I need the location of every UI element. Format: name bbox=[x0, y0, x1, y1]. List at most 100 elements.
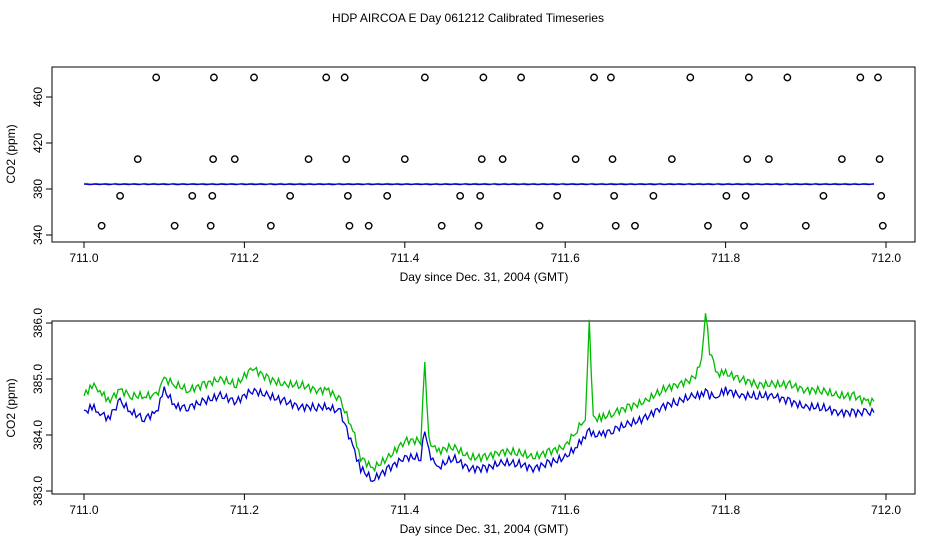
scatter-point bbox=[152, 73, 161, 82]
top-plot-frame bbox=[51, 66, 916, 243]
scatter-point bbox=[343, 191, 352, 200]
y-tick-label: 384.0 bbox=[31, 420, 45, 450]
top-series-line-green bbox=[83, 182, 875, 185]
y-tick-label: 383.0 bbox=[31, 476, 45, 506]
scatter-point bbox=[230, 155, 239, 164]
scatter-point bbox=[704, 221, 712, 230]
top-y-axis: 340 380 420 460 bbox=[31, 87, 53, 245]
scatter-point bbox=[740, 221, 748, 230]
scatter-point bbox=[722, 191, 731, 200]
top-panel: 711.0 711.2 711.4 711.6 711.8 712.0 340 380 420… bbox=[4, 66, 916, 284]
scatter-point bbox=[498, 155, 507, 164]
bottom-y-axis: 383.0 384.0 385.0 386.0 bbox=[31, 308, 53, 506]
scatter-point bbox=[342, 155, 351, 164]
scatter-point bbox=[206, 221, 215, 230]
scatter-point bbox=[667, 155, 676, 164]
scatter-point bbox=[400, 155, 409, 164]
scatter-point bbox=[364, 221, 373, 230]
x-tick-label: 712.0 bbox=[871, 503, 901, 517]
top-y-axis-label: CO2 (ppm) bbox=[4, 124, 18, 183]
scatter-point bbox=[741, 191, 750, 200]
bottom-x-axis-label: Day since Dec. 31, 2004 (GMT) bbox=[400, 522, 569, 536]
scatter-point bbox=[553, 191, 562, 200]
scatter-point bbox=[208, 191, 217, 200]
scatter-point bbox=[765, 155, 773, 164]
scatter-point bbox=[210, 73, 218, 82]
scatter-point bbox=[607, 73, 615, 82]
scatter-point bbox=[340, 73, 349, 82]
x-tick-label: 711.4 bbox=[390, 503, 419, 517]
scatter-point bbox=[631, 221, 639, 230]
x-tick-label: 711.4 bbox=[390, 251, 419, 265]
scatter-point bbox=[420, 73, 429, 82]
bottom-series-lines bbox=[83, 313, 875, 482]
x-tick-label: 711.0 bbox=[69, 251, 98, 265]
scatter-point bbox=[783, 73, 792, 82]
top-scatter-points bbox=[97, 73, 887, 230]
scatter-point bbox=[610, 191, 619, 200]
scatter-point bbox=[322, 73, 331, 82]
top-series-line-blue bbox=[83, 183, 875, 186]
scatter-point bbox=[383, 191, 392, 200]
x-tick-label: 711.6 bbox=[551, 251, 580, 265]
scatter-point bbox=[856, 73, 865, 82]
scatter-point bbox=[286, 191, 295, 200]
y-tick-label: 460 bbox=[31, 87, 45, 107]
figure-title: HDP AIRCOA E Day 061212 Calibrated Times… bbox=[332, 11, 604, 25]
scatter-point bbox=[686, 73, 695, 82]
scatter-point bbox=[250, 73, 258, 82]
top-x-axis: 711.0 711.2 711.4 711.6 711.8 712.0 bbox=[69, 241, 901, 265]
scatter-point bbox=[456, 191, 465, 200]
scatter-point bbox=[474, 221, 483, 230]
bottom-series-line-green bbox=[83, 313, 875, 473]
x-tick-label: 711.2 bbox=[230, 251, 259, 265]
scatter-point bbox=[649, 191, 658, 200]
y-tick-label: 380 bbox=[31, 179, 45, 199]
scatter-point bbox=[608, 155, 617, 164]
scatter-point bbox=[743, 155, 752, 164]
scatter-point bbox=[535, 221, 544, 230]
scatter-point bbox=[133, 155, 142, 164]
scatter-point bbox=[837, 155, 846, 164]
scatter-point bbox=[345, 221, 354, 230]
scatter-point bbox=[479, 73, 488, 82]
bottom-series-line-blue bbox=[83, 386, 875, 482]
scatter-point bbox=[476, 191, 485, 200]
top-series-lines bbox=[83, 182, 875, 186]
scatter-point bbox=[209, 155, 218, 164]
scatter-point bbox=[819, 191, 828, 200]
y-tick-label: 420 bbox=[31, 133, 45, 153]
bottom-x-axis: 711.0 711.2 711.4 711.6 711.8 712.0 bbox=[69, 493, 901, 517]
scatter-point bbox=[744, 73, 753, 82]
scatter-point bbox=[878, 221, 887, 230]
scatter-point bbox=[877, 191, 886, 200]
scatter-point bbox=[590, 73, 598, 82]
y-tick-label: 386.0 bbox=[31, 308, 45, 338]
scatter-point bbox=[477, 155, 486, 164]
bottom-panel: 711.0 711.2 711.4 711.6 711.8 712.0 383.0 384.… bbox=[4, 308, 916, 536]
y-tick-label: 385.0 bbox=[31, 364, 45, 394]
x-tick-label: 711.8 bbox=[711, 251, 740, 265]
x-tick-label: 711.2 bbox=[230, 503, 259, 517]
x-tick-label: 711.6 bbox=[551, 503, 580, 517]
x-tick-label: 711.0 bbox=[69, 503, 98, 517]
x-tick-label: 712.0 bbox=[871, 251, 901, 265]
scatter-point bbox=[188, 191, 197, 200]
scatter-point bbox=[875, 155, 884, 164]
scatter-point bbox=[437, 221, 446, 230]
top-x-axis-label: Day since Dec. 31, 2004 (GMT) bbox=[400, 270, 569, 284]
scatter-point bbox=[611, 221, 620, 230]
scatter-point bbox=[116, 191, 124, 200]
scatter-point bbox=[97, 221, 106, 230]
x-tick-label: 711.8 bbox=[711, 503, 740, 517]
bottom-y-axis-label: CO2 (ppm) bbox=[4, 378, 18, 437]
scatter-point bbox=[517, 73, 525, 82]
scatter-point bbox=[304, 155, 313, 164]
y-tick-label: 340 bbox=[31, 225, 45, 245]
scatter-point bbox=[266, 221, 275, 230]
scatter-point bbox=[571, 155, 580, 164]
scatter-point bbox=[170, 221, 179, 230]
scatter-point bbox=[801, 221, 810, 230]
scatter-point bbox=[874, 73, 882, 82]
